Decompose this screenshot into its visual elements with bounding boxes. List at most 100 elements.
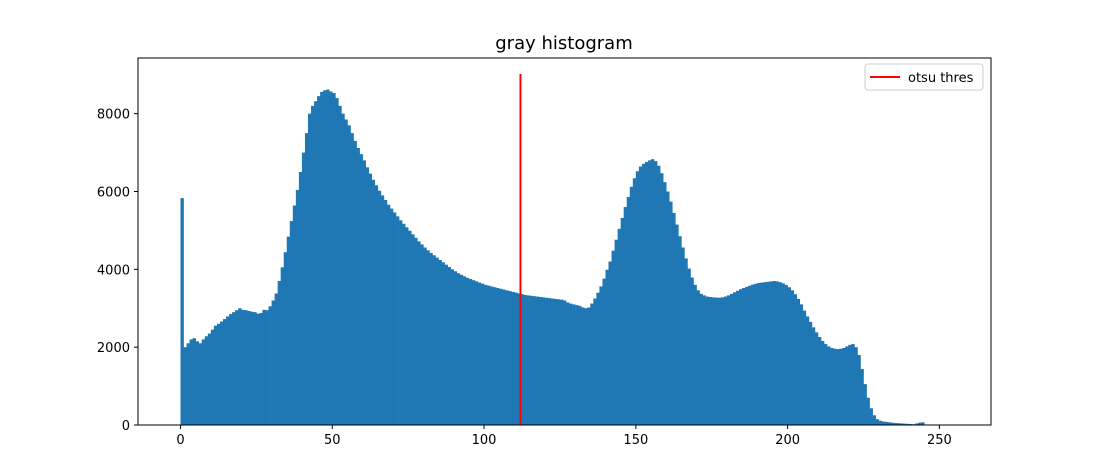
histogram-bar — [836, 349, 840, 425]
chart-title: gray histogram — [495, 33, 632, 54]
histogram-bar — [183, 347, 187, 425]
histogram-bar — [232, 312, 236, 425]
histogram-bar — [669, 201, 673, 425]
histogram-bar — [772, 281, 776, 425]
histogram-bar — [450, 269, 455, 425]
histogram-bar — [854, 347, 858, 425]
histogram-bar — [657, 165, 661, 426]
histogram-bar — [644, 161, 649, 425]
histogram-bar — [869, 408, 873, 425]
histogram-bar — [396, 216, 400, 425]
histogram-bar — [210, 329, 215, 425]
histogram-bar — [311, 105, 315, 426]
histogram-bar — [875, 419, 879, 425]
histogram-bar — [824, 344, 828, 425]
histogram-bar — [423, 247, 427, 425]
histogram-bar — [474, 281, 479, 425]
histogram-bar — [547, 298, 552, 425]
histogram-bar — [608, 261, 612, 425]
histogram-bar — [672, 212, 676, 425]
histogram-bar — [326, 89, 330, 426]
histogram-bar — [292, 205, 297, 425]
histogram-bar — [842, 347, 846, 425]
histogram-bar — [666, 191, 670, 425]
histogram-bar — [559, 299, 564, 425]
histogram-bar — [805, 316, 810, 425]
histogram-bar — [298, 172, 303, 425]
histogram-bar — [748, 285, 752, 425]
x-tick-label: 150 — [623, 433, 648, 448]
histogram-bar — [723, 296, 728, 425]
histogram-bar — [541, 297, 546, 425]
histogram-bar — [411, 234, 415, 425]
histogram-bar — [408, 230, 412, 425]
histogram-bar — [614, 239, 618, 425]
histogram-bar — [556, 299, 561, 425]
histogram-bar — [226, 316, 230, 425]
histogram-bar — [742, 288, 746, 425]
histogram-bar — [899, 423, 904, 425]
histogram-bar — [399, 220, 403, 425]
histogram-bar — [544, 297, 549, 425]
legend-label: otsu thres — [908, 71, 974, 86]
histogram-bar — [887, 422, 892, 425]
histogram-bar — [787, 287, 791, 425]
histogram-bar — [286, 236, 291, 425]
histogram-bar — [893, 423, 898, 425]
histogram-bar — [596, 292, 600, 425]
histogram-bar — [256, 313, 260, 425]
histogram-bar — [323, 90, 327, 426]
histogram-bar — [229, 314, 233, 425]
histogram-bar — [717, 297, 722, 425]
histogram-bar — [517, 293, 521, 425]
histogram-bar — [335, 98, 339, 425]
histogram-bar — [262, 309, 266, 425]
histogram-bar — [802, 310, 807, 425]
histogram-bar — [383, 200, 388, 425]
histogram-bar — [872, 415, 876, 425]
histogram-bar — [684, 258, 688, 425]
histogram-bar — [587, 307, 591, 425]
histogram-bar — [216, 323, 221, 425]
histogram-bar — [471, 280, 476, 425]
histogram-bar — [866, 397, 870, 425]
histogram-bar — [420, 244, 424, 425]
histogram-bar — [660, 173, 664, 425]
histogram-bar — [468, 279, 473, 425]
histogram-bar — [307, 113, 312, 426]
histogram-bar — [493, 287, 497, 425]
plot-frame — [137, 57, 992, 426]
histogram-bar — [827, 346, 831, 425]
histogram-bar — [496, 288, 500, 425]
histogram-bar — [447, 266, 451, 425]
histogram-bar — [729, 293, 734, 425]
histogram-bar — [620, 217, 624, 425]
histogram-bar — [906, 423, 910, 425]
y-tick-label: 2000 — [97, 341, 130, 356]
histogram-bar — [253, 312, 257, 425]
histogram-bar — [578, 305, 582, 425]
histogram-bar — [562, 300, 567, 425]
histogram-bar — [223, 319, 227, 425]
histogram-bar — [268, 306, 272, 425]
histogram-bar — [711, 297, 716, 425]
histogram-bar — [584, 308, 588, 425]
histogram-bar — [402, 223, 406, 425]
histogram-bar — [760, 282, 764, 425]
x-axis: 0 50 100 150 200 250 — [176, 425, 952, 448]
histogram-bar — [641, 163, 646, 426]
histogram-bar — [365, 167, 370, 426]
histogram-bar — [353, 140, 357, 425]
histogram-bar — [593, 298, 597, 425]
x-tick-label: 200 — [775, 433, 800, 448]
histogram-bar — [572, 304, 576, 425]
histogram-bar — [204, 336, 209, 425]
histogram-bar — [611, 250, 615, 425]
histogram-bar — [362, 160, 366, 426]
histogram-bar — [814, 332, 819, 425]
histogram-bar — [462, 276, 467, 425]
histogram-bar — [687, 268, 691, 425]
histogram-bar — [629, 186, 634, 425]
histogram-bar — [705, 296, 709, 425]
histogram-bar — [681, 247, 685, 425]
